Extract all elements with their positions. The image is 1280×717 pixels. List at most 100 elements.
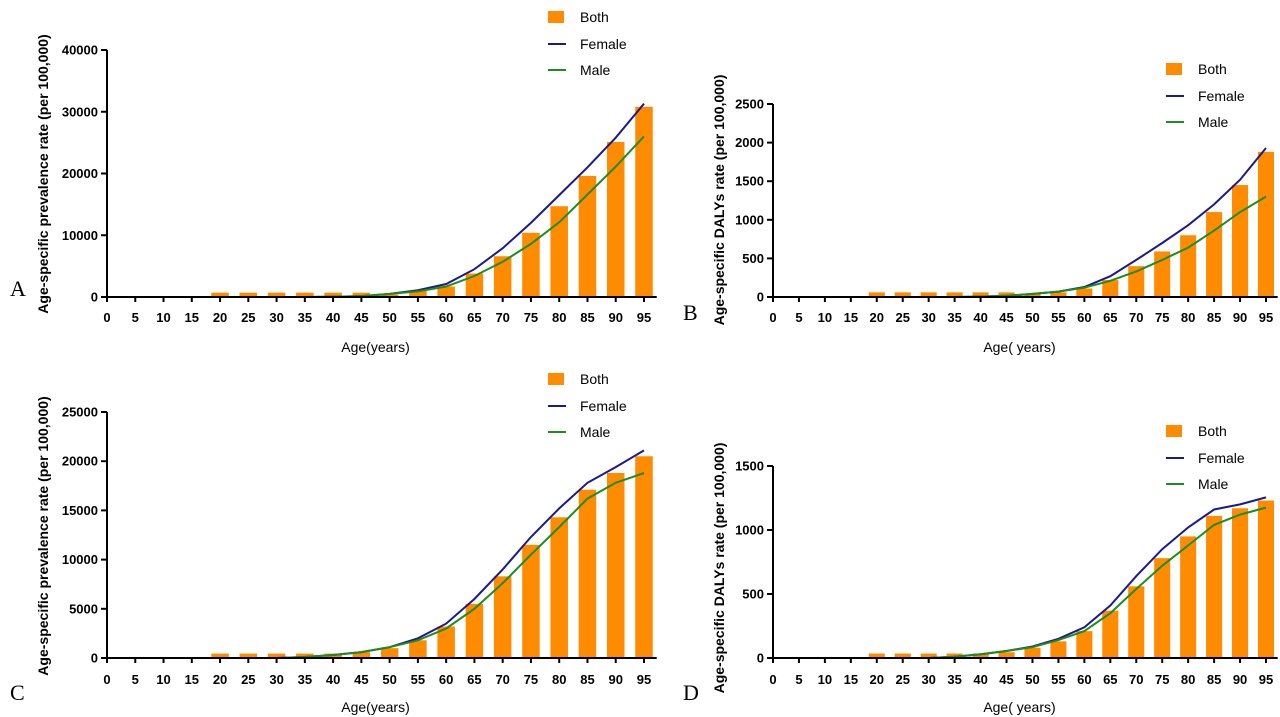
panel-a-bar-50 <box>380 294 399 297</box>
panel-c-bar-90 <box>606 473 625 658</box>
panel-b-panel-label: B <box>683 300 698 325</box>
panel-c-bar-30 <box>267 653 286 658</box>
panel-a-bar-65 <box>465 273 484 297</box>
panel-d-x-tick-label: 40 <box>973 672 987 687</box>
panel-a-bar-40 <box>324 292 342 297</box>
panel-d-x-tick-label: 50 <box>1025 672 1039 687</box>
panel-d-bar-55 <box>1050 641 1067 658</box>
panel-a-bar-35 <box>296 292 314 297</box>
panel-b-bar-45 <box>998 292 1015 297</box>
panel-c-x-tick-label: 30 <box>269 672 283 687</box>
panel-b-bar-40 <box>972 292 989 297</box>
panel-b-x-tick-label: 5 <box>795 310 802 325</box>
panel-d-x-tick-label: 55 <box>1051 672 1065 687</box>
panel-c-y-tick-label: 0 <box>91 651 98 666</box>
panel-d-panel-label: D <box>683 680 699 705</box>
panel-c-x-tick-label: 25 <box>241 672 255 687</box>
panel-b-x-tick-label: 35 <box>947 310 961 325</box>
panel-b-y-tick-label: 1500 <box>735 174 764 189</box>
panel-b-bar-55 <box>1050 292 1067 297</box>
panel-d-x-tick-label: 10 <box>818 672 832 687</box>
panel-d-x-tick-label: 0 <box>769 672 776 687</box>
panel-b-bar-30 <box>920 292 937 297</box>
panel-d-x-tick-label: 80 <box>1181 672 1195 687</box>
panel-a-x-tick-label: 40 <box>326 310 340 325</box>
panel-d-y-tick-label: 0 <box>757 651 764 666</box>
panel-c-x-tick-label: 85 <box>580 672 594 687</box>
panel-b-x-tick-label: 30 <box>921 310 935 325</box>
panel-b-legend-both: Both <box>1198 61 1227 77</box>
panel-a-x-tick-label: 65 <box>467 310 481 325</box>
panel-a-bar-45 <box>352 292 371 297</box>
panel-b-x-tick-label: 55 <box>1051 310 1065 325</box>
panel-d-legend-both-swatch <box>1166 425 1182 437</box>
panel-d-bar-25 <box>894 653 911 658</box>
panel-b-y-tick-label: 500 <box>742 251 764 266</box>
panel-a-bar-30 <box>267 292 286 297</box>
panel-b-y-tick-label: 2500 <box>735 97 764 112</box>
panel-c-x-tick-label: 60 <box>439 672 453 687</box>
panel-b-x-tick-label: 40 <box>973 310 987 325</box>
panel-d-x-tick-label: 75 <box>1155 672 1169 687</box>
panel-d-x-tick-label: 85 <box>1207 672 1221 687</box>
panel-b-y-tick-label: 0 <box>757 290 764 305</box>
panel-c-bar-75 <box>522 544 540 658</box>
panel-c-bar-20 <box>211 653 229 658</box>
panel-a-x-tick-label: 55 <box>411 310 425 325</box>
panel-a-x-tick-label: 50 <box>382 310 396 325</box>
panel-c-x-tick-label: 95 <box>637 672 651 687</box>
panel-c-x-tick-label: 5 <box>132 672 139 687</box>
panel-c-y-tick-label: 5000 <box>69 601 98 616</box>
panel-a-x-tick-label: 80 <box>552 310 566 325</box>
panel-c-x-tick-label: 15 <box>185 672 199 687</box>
panel-b-x-tick-label: 25 <box>896 310 910 325</box>
panel-d-x-tick-label: 20 <box>870 672 884 687</box>
panel-b-bar-80 <box>1180 235 1197 297</box>
panel-c-x-axis-label: Age(years) <box>341 699 409 715</box>
panel-d-x-tick-label: 35 <box>947 672 961 687</box>
panel-c-panel-label: C <box>10 680 25 705</box>
panel-c-x-tick-label: 0 <box>103 672 110 687</box>
panel-a-bar-25 <box>239 292 258 297</box>
panel-a-y-axis-label: Age-specific prevalence rate (per 100,00… <box>35 34 51 313</box>
panel-a-x-tick-label: 60 <box>439 310 453 325</box>
panel-d-x-tick-label: 15 <box>844 672 858 687</box>
panel-a-x-tick-label: 45 <box>354 310 368 325</box>
panel-a-bar-75 <box>522 232 540 297</box>
panel-b-y-axis-label: Age-specific DALYs rate (per 100,000) <box>711 75 727 326</box>
panel-b-x-tick-label: 15 <box>844 310 858 325</box>
panel-b-x-tick-label: 50 <box>1025 310 1039 325</box>
panel-b-bar-75 <box>1154 251 1171 297</box>
panel-c-bar-85 <box>578 489 597 658</box>
panel-b-bar-60 <box>1076 288 1093 297</box>
panel-a-legend-female: Female <box>580 36 627 52</box>
panel-c-legend-both-swatch <box>548 373 564 385</box>
panel-d-legend-both: Both <box>1198 423 1227 439</box>
panel-c-legend-both: Both <box>580 371 609 387</box>
panel-b-legend-both-swatch <box>1166 63 1182 75</box>
panel-d-bar-45 <box>998 652 1015 658</box>
panel-a-x-tick-label: 70 <box>495 310 509 325</box>
panel-b-x-tick-label: 70 <box>1129 310 1143 325</box>
panel-d-bar-70 <box>1128 586 1145 658</box>
panel-c-x-tick-label: 80 <box>552 672 566 687</box>
panel-c-x-tick-label: 40 <box>326 672 340 687</box>
panel-d-x-tick-label: 65 <box>1103 672 1117 687</box>
panel-c-bar-65 <box>465 603 484 658</box>
panel-d-y-axis-label: Age-specific DALYs rate (per 100,000) <box>711 443 727 694</box>
panel-c-legend-female: Female <box>580 398 627 414</box>
panel-c-y-tick-label: 15000 <box>62 503 98 518</box>
panel-d-x-tick-label: 5 <box>795 672 802 687</box>
panel-c-x-tick-label: 45 <box>354 672 368 687</box>
panel-d-bar-75 <box>1154 558 1171 658</box>
panel-b-x-tick-label: 95 <box>1259 310 1273 325</box>
panel-c-bar-60 <box>437 626 455 658</box>
panel-a-x-tick-label: 90 <box>609 310 623 325</box>
panel-a-legend-male: Male <box>580 62 611 78</box>
panel-b-y-tick-label: 1000 <box>735 212 764 227</box>
panel-a-x-tick-label: 10 <box>156 310 170 325</box>
panel-d-legend-female: Female <box>1198 450 1245 466</box>
panel-d-x-tick-label: 30 <box>921 672 935 687</box>
panel-d-x-tick-label: 25 <box>896 672 910 687</box>
